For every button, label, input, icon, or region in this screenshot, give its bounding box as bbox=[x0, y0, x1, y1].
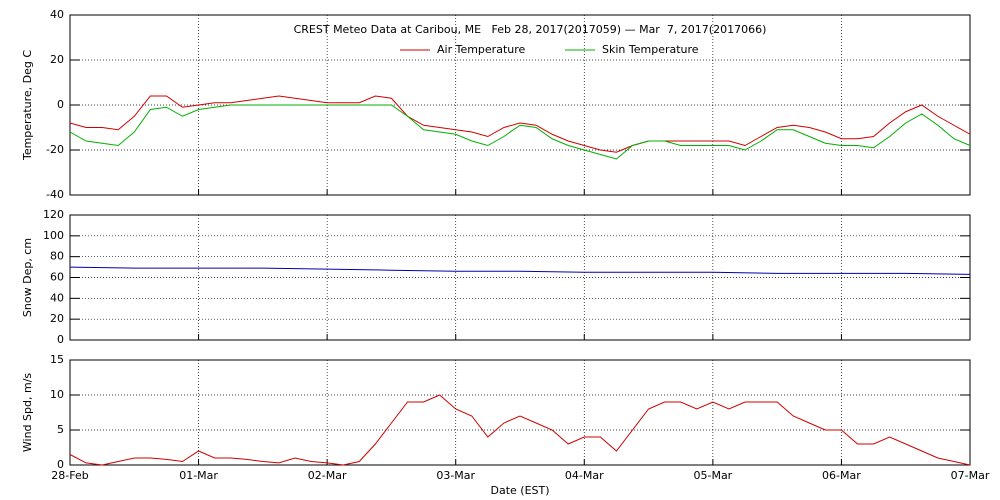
y-tick-label: -40 bbox=[46, 188, 64, 201]
y-tick-label: 0 bbox=[57, 458, 64, 471]
data-line bbox=[69, 266, 971, 275]
y-tick-label: 40 bbox=[50, 291, 64, 304]
y-tick-label: 80 bbox=[50, 250, 64, 263]
x-tick-label: 04-Mar bbox=[565, 469, 604, 482]
y-tick-label: 10 bbox=[50, 388, 64, 401]
plot-frame bbox=[69, 359, 971, 466]
y-tick-label: 0 bbox=[57, 98, 64, 111]
y-tick-label: 15 bbox=[50, 353, 64, 366]
x-tick-label: 06-Mar bbox=[822, 469, 861, 482]
y-tick-label: 120 bbox=[43, 208, 64, 221]
y-axis-label: Temperature, Deg C bbox=[21, 50, 34, 161]
x-tick-label: 02-Mar bbox=[308, 469, 347, 482]
data-line bbox=[69, 104, 971, 160]
y-tick-label: 60 bbox=[50, 271, 64, 284]
legend-label: Air Temperature bbox=[437, 43, 526, 56]
x-axis-label: Date (EST) bbox=[490, 484, 549, 497]
x-tick-label: 05-Mar bbox=[693, 469, 732, 482]
y-tick-label: -20 bbox=[46, 143, 64, 156]
x-tick-label: 28-Feb bbox=[51, 469, 88, 482]
data-line bbox=[69, 394, 971, 466]
y-tick-label: 20 bbox=[50, 53, 64, 66]
y-tick-label: 100 bbox=[43, 229, 64, 242]
y-tick-label: 20 bbox=[50, 312, 64, 325]
x-tick-label: 01-Mar bbox=[179, 469, 218, 482]
x-tick-label: 07-Mar bbox=[951, 469, 990, 482]
y-axis-label: Wind Spd, m/s bbox=[21, 373, 34, 453]
data-line bbox=[69, 95, 971, 153]
legend-label: Skin Temperature bbox=[602, 43, 699, 56]
x-tick-label: 03-Mar bbox=[436, 469, 475, 482]
chart-title: CREST Meteo Data at Caribou, ME Feb 28, … bbox=[294, 23, 767, 36]
y-tick-label: 40 bbox=[50, 8, 64, 21]
y-tick-label: 5 bbox=[57, 423, 64, 436]
y-axis-label: Snow Dep, cm bbox=[21, 238, 34, 317]
y-tick-label: 0 bbox=[57, 333, 64, 346]
